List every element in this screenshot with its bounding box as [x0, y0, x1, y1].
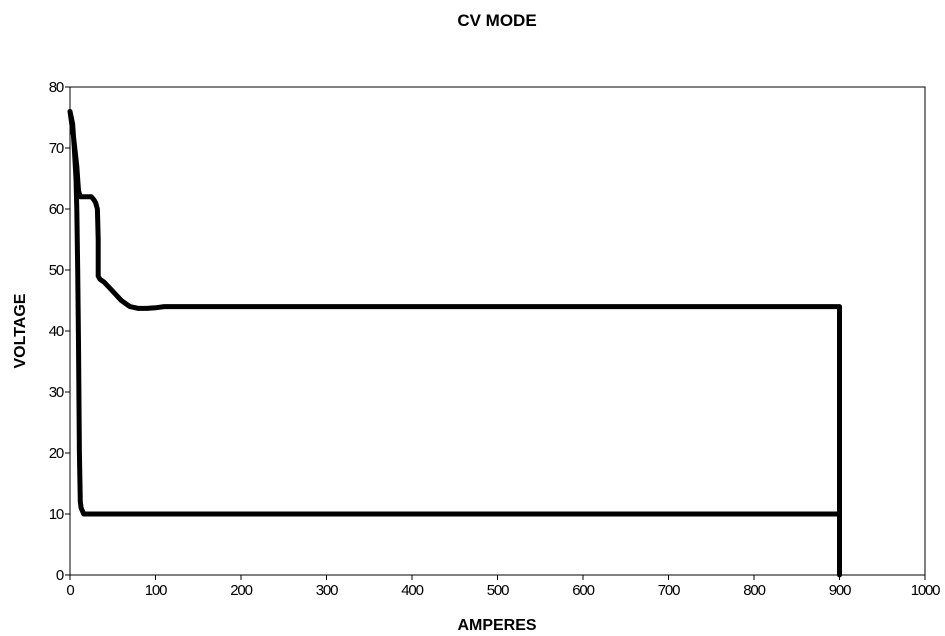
x-axis-label: AMPERES — [457, 617, 536, 634]
x-tick-label: 1000 — [911, 582, 940, 599]
x-tick-label: 900 — [829, 582, 851, 599]
y-tick-label: 70 — [49, 140, 64, 157]
y-axis-label: VOLTAGE — [12, 293, 29, 368]
x-tick-label: 0 — [66, 582, 74, 599]
y-tick-label: 80 — [49, 79, 64, 96]
x-tick-label: 600 — [572, 582, 594, 599]
x-tick-label: 300 — [316, 582, 338, 599]
chart-title: CV MODE — [457, 11, 536, 30]
y-tick-label: 50 — [49, 262, 64, 279]
series-line-1 — [67, 108, 842, 517]
x-tick-label: 500 — [487, 582, 509, 599]
x-tick-label: 700 — [658, 582, 680, 599]
plot-frame — [69, 86, 926, 576]
y-tick-label: 40 — [49, 323, 64, 340]
x-tick-label: 800 — [743, 582, 765, 599]
axis-ticks: 0 100 200 300 400 500 600 700 800 900 1000 0 10 20 30 4… — [49, 79, 942, 599]
y-tick-label: 30 — [49, 384, 64, 401]
series-group — [67, 108, 842, 578]
y-tick-label: 10 — [49, 506, 64, 523]
x-tick-label: 400 — [401, 582, 423, 599]
y-tick-label: 0 — [56, 567, 64, 584]
y-tick-label: 60 — [49, 201, 64, 218]
y-tick-label: 20 — [49, 445, 64, 462]
x-tick-label: 100 — [145, 582, 167, 599]
x-tick-label: 200 — [230, 582, 252, 599]
